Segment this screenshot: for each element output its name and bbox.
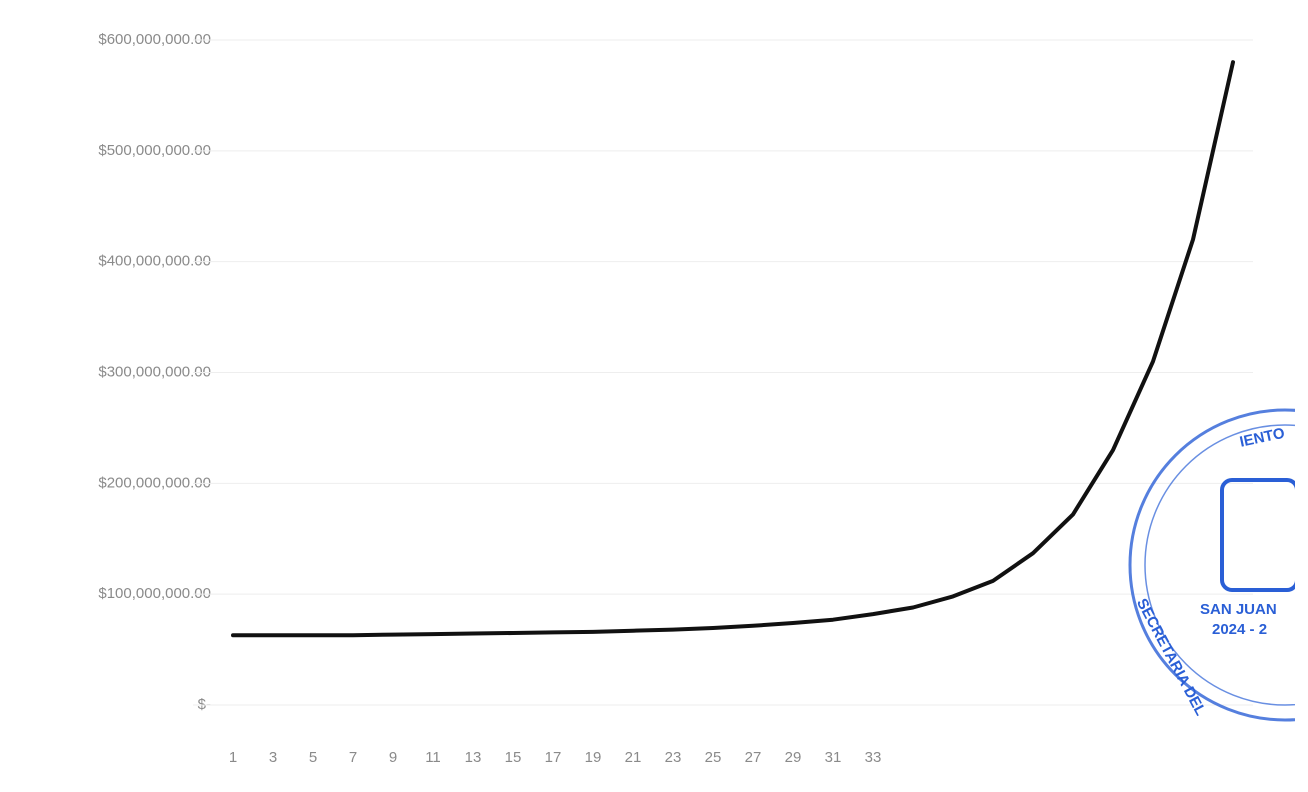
stamp-ring [1128, 408, 1295, 722]
x-tick-label: 17 [545, 749, 562, 766]
stamp-city: SAN JUAN [1200, 601, 1277, 618]
y-tick-label: $100,000,000.00 [98, 585, 211, 602]
x-tick-label: 11 [425, 749, 441, 766]
y-tick-label: $- [198, 696, 211, 713]
x-tick-label: 29 [785, 749, 802, 766]
x-tick-label: 15 [505, 749, 522, 766]
x-tick-label: 3 [269, 749, 277, 766]
stamp-ring-inner [1144, 424, 1295, 706]
x-tick-label: 19 [585, 749, 602, 766]
stamp-shield [1220, 478, 1295, 592]
x-tick-label: 13 [465, 749, 482, 766]
x-tick-label: 23 [665, 749, 682, 766]
y-tick-label: $600,000,000.00 [98, 31, 211, 48]
x-tick-label: 25 [705, 749, 722, 766]
y-tick-label: $500,000,000.00 [98, 142, 211, 159]
y-tick-label: $300,000,000.00 [98, 363, 211, 380]
x-tick-label: 31 [825, 749, 842, 766]
x-tick-label: 27 [745, 749, 762, 766]
line [231, 60, 1235, 638]
x-tick-label: 1 [229, 749, 237, 766]
x-tick-label: 7 [349, 749, 357, 766]
y-tick-label: $400,000,000.00 [98, 253, 211, 270]
x-tick-label: 9 [389, 749, 397, 766]
y-tick-label: $200,000,000.00 [98, 474, 211, 491]
x-tick-label: 33 [865, 749, 882, 766]
stamp-years: 2024 - 2 [1212, 621, 1267, 638]
x-tick-label: 5 [309, 749, 317, 766]
x-tick-label: 21 [625, 749, 642, 766]
